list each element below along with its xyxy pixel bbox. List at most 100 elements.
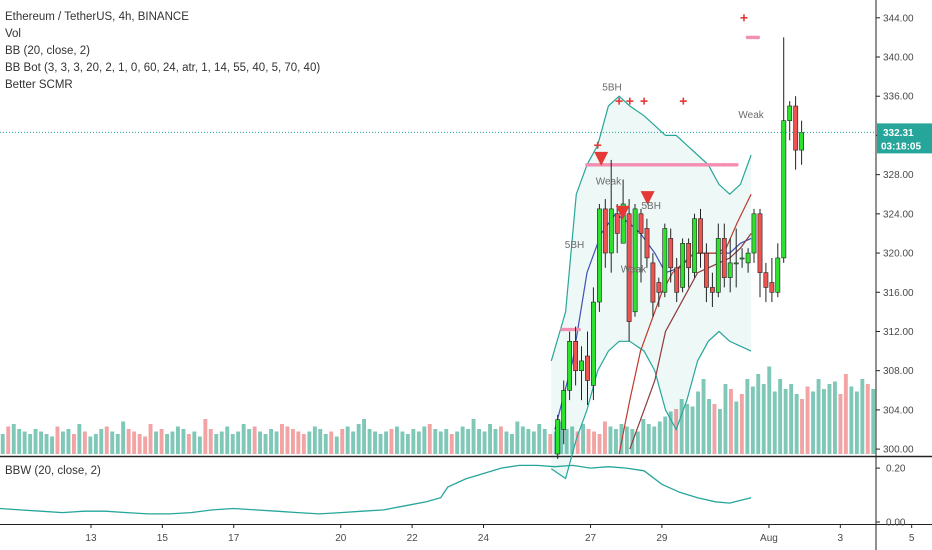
candle-up: [739, 257, 745, 260]
volume-bar: [504, 431, 509, 454]
volume-bar: [833, 381, 837, 454]
signal-label: Weak: [621, 265, 647, 276]
volume-bar: [225, 426, 230, 454]
volume-bar: [761, 384, 766, 454]
volume-bar: [488, 424, 492, 454]
volume-bar: [356, 424, 361, 454]
support-dot: [577, 327, 581, 332]
volume-bar: [510, 434, 514, 454]
candle-down: [793, 105, 799, 151]
volume-bar: [707, 399, 711, 454]
volume-bar: [323, 434, 328, 454]
volume-bar: [351, 431, 356, 454]
volume-bar: [663, 416, 668, 454]
volume-bar: [482, 431, 487, 454]
volume-bar: [61, 431, 65, 454]
candle-down: [638, 213, 644, 234]
legend-scmr[interactable]: Better SCMR: [5, 79, 73, 91]
candle-up: [567, 340, 572, 391]
volume-bar: [822, 389, 826, 454]
volume-bar: [696, 391, 700, 454]
volume-bar: [805, 386, 810, 454]
volume-bar: [318, 429, 323, 454]
volume-bar: [307, 431, 312, 454]
bbw-legend[interactable]: BBW (20, close, 2): [5, 465, 101, 477]
volume-bar: [745, 379, 750, 454]
legend-title[interactable]: Ethereum / TetherUS, 4h, BINANCE: [5, 11, 189, 23]
volume-bar: [416, 431, 421, 454]
volume-bar: [165, 434, 169, 454]
price-tick-label: 316.00: [883, 288, 914, 299]
volume-bar: [537, 424, 542, 454]
candle-up: [715, 238, 721, 293]
volume-bar: [756, 374, 761, 454]
volume-bar: [214, 434, 219, 454]
legend: Ethereum / TetherUS, 4h, BINANCE Vol BB …: [5, 9, 320, 94]
candle-down: [668, 238, 674, 269]
volume-bar: [860, 379, 865, 454]
volume-bar: [734, 401, 739, 454]
volume-bar: [723, 384, 728, 454]
volume-bar: [559, 421, 564, 454]
volume-bar: [597, 434, 602, 454]
volume-bar: [11, 424, 16, 454]
legend-bbbot[interactable]: BB Bot (3, 3, 3, 20, 2, 1, 0, 60, 24, at…: [5, 62, 321, 74]
candle-down: [644, 228, 650, 259]
volume-bar: [739, 394, 744, 454]
candle-up: [727, 262, 733, 278]
volume-bar: [471, 419, 476, 454]
volume-bar: [72, 434, 76, 454]
volume-bar: [854, 391, 859, 454]
volume-bar: [603, 421, 607, 454]
price-tick-label: 344.00: [883, 13, 914, 24]
candle-up: [781, 120, 787, 259]
bollinger-lower-line: [550, 330, 752, 480]
volume-bar: [455, 431, 460, 454]
price-tick-label: 304.00: [883, 405, 914, 416]
price-tick-label: 312.00: [883, 327, 914, 338]
volume-bar: [729, 389, 733, 454]
volume-bar: [849, 386, 854, 454]
volume-bar: [181, 429, 186, 454]
volume-bar: [285, 426, 290, 454]
time-tick-label: 3: [838, 533, 844, 544]
volume-bar: [564, 429, 569, 454]
last-price-label: 332.31: [883, 128, 914, 139]
candle-up: [692, 218, 697, 273]
volume-bar: [39, 431, 43, 454]
legend-bb[interactable]: BB (20, close, 2): [5, 45, 91, 57]
time-tick-label: 5: [909, 533, 915, 544]
volume-bar: [816, 379, 821, 454]
signal-label: Weak: [596, 176, 622, 187]
volume-bar: [789, 384, 794, 454]
volume-bar: [701, 379, 706, 454]
volume-bar: [466, 429, 471, 454]
volume-bar: [548, 434, 553, 454]
candle-up: [680, 243, 685, 288]
candle-down: [626, 213, 632, 322]
volume-bar: [6, 426, 11, 454]
volume-bar: [50, 436, 54, 454]
candle-up: [733, 262, 739, 265]
candle-down: [602, 208, 608, 254]
volume-bar: [718, 409, 722, 454]
candle-down: [686, 243, 691, 269]
volume-bar: [477, 429, 481, 454]
price-tick-label: 328.00: [883, 170, 914, 181]
volume-bar: [44, 434, 49, 454]
time-tick-label: 17: [228, 533, 240, 544]
signal-label: 5BH: [602, 82, 621, 93]
volume-bar: [871, 389, 876, 454]
resistance-dot: [756, 35, 760, 40]
time-tick-label: 24: [478, 533, 490, 544]
volume-bar: [312, 426, 317, 454]
volume-bar: [608, 426, 613, 454]
sell-arrow-icon: [615, 205, 630, 220]
volume-bar: [531, 431, 536, 454]
legend-vol[interactable]: Vol: [5, 28, 21, 40]
volume-bar: [750, 386, 755, 454]
resistance-dot: [735, 163, 739, 167]
candle-up: [799, 132, 804, 151]
